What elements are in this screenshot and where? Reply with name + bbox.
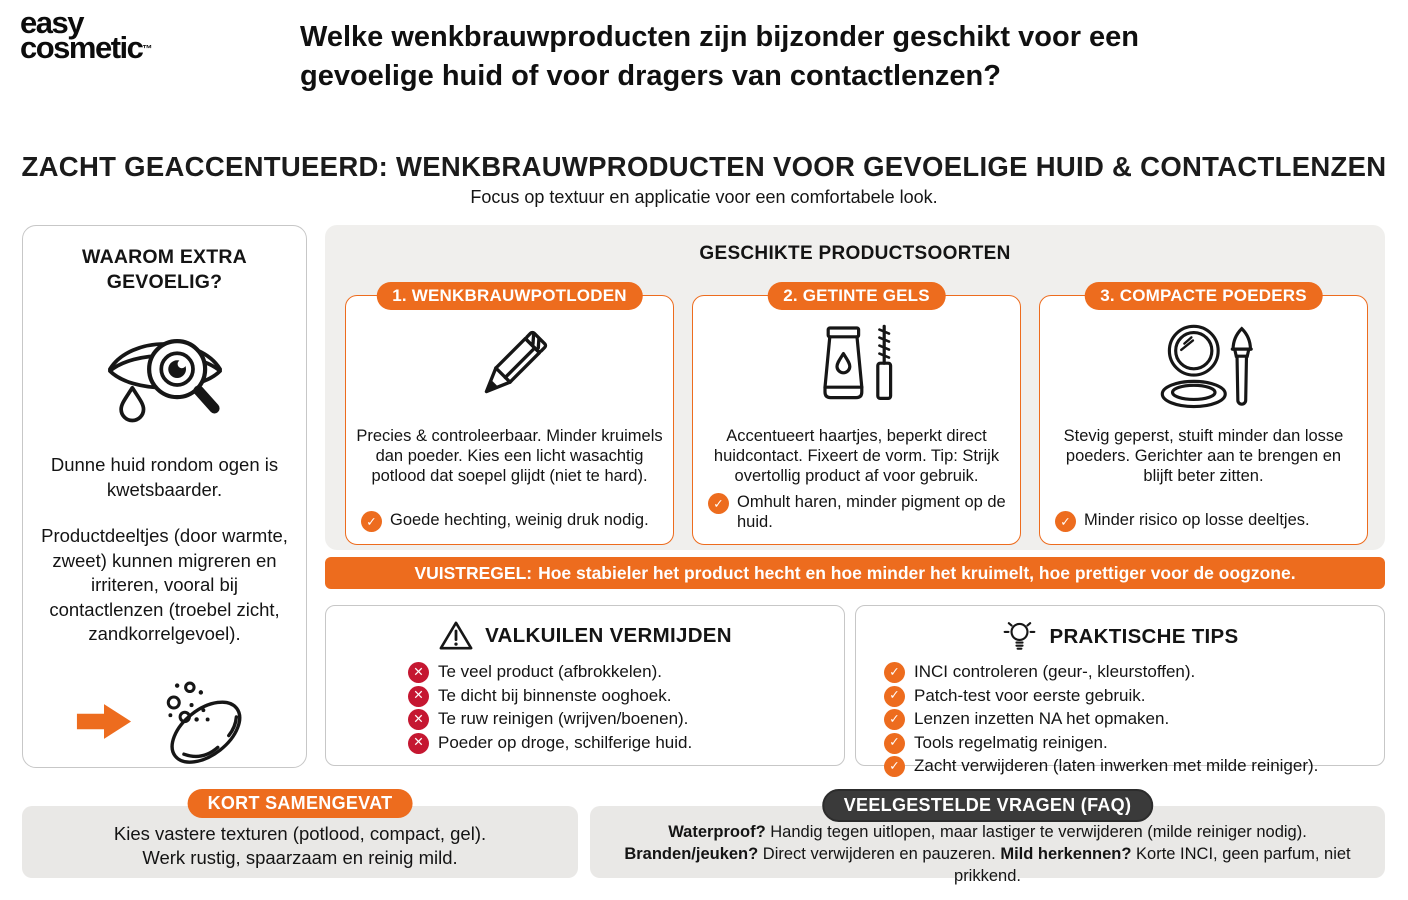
why-paragraph-2: Productdeeltjes (door warmte, zweet) kun…	[41, 525, 288, 644]
x-circle-icon: ✕	[408, 685, 429, 707]
pitfall-item: ✕ Te dicht bij binnenste ooghoek.	[408, 685, 844, 707]
faq-line2: Branden/jeuken? Direct verwijderen en pa…	[624, 845, 1351, 885]
tip-item: ✓ Lenzen inzetten NA het opmaken.	[884, 708, 1384, 730]
product-description-1: Precies & controleerbaar. Minder kruimel…	[356, 427, 663, 485]
warning-triangle-icon	[438, 619, 474, 652]
check-circle-icon: ✓	[884, 756, 905, 777]
check-circle-icon: ✓	[884, 685, 905, 707]
why-sensitive-card: WAAROM EXTRA GEVOELIG? Dunne huid rondom…	[22, 225, 307, 768]
tip-item: ✓ INCI controleren (geur-, kleurstoffen).	[884, 661, 1384, 683]
product-benefit-2: ✓ Omhult haren, minder pigment op de hui…	[693, 492, 1020, 544]
gel-tube-wand-icon	[693, 312, 1020, 424]
product-benefit-1: ✓ Goede hechting, weinig druk nodig.	[346, 510, 673, 544]
pitfall-item: ✕ Poeder op droge, schilferige huid.	[408, 732, 844, 754]
pitfalls-header: VALKUILEN VERMIJDEN	[326, 619, 844, 652]
product-badge-3: 3. COMPACTE POEDERS	[1084, 282, 1323, 310]
check-circle-icon: ✓	[884, 662, 905, 683]
contact-lens-particles-icon	[145, 671, 255, 773]
summary-text: Kies vastere texturen (potlood, compact,…	[113, 823, 487, 868]
rule-of-thumb-bar: VUISTREGEL: Hoe stabieler het product he…	[325, 557, 1385, 589]
product-badge-2: 2. GETINTE GELS	[767, 282, 946, 310]
suitable-products-panel: GESCHIKTE PRODUCTSOORTEN 1. WENKBRAUWPOT…	[325, 225, 1385, 550]
tips-list: ✓ INCI controleren (geur-, kleurstoffen).…	[856, 661, 1384, 777]
practical-tips-card: PRAKTISCHE TIPS ✓ INCI controleren (geur-…	[855, 605, 1385, 777]
faq-badge: VEELGESTELDE VRAGEN (FAQ)	[821, 789, 1154, 822]
easycosmetic-logo: easy cosmetic™	[20, 5, 153, 65]
product-badge-1: 1. WENKBRAUWPOTLODEN	[376, 282, 643, 310]
tip-item: ✓ Zacht verwijderen (laten inwerken met m…	[884, 755, 1384, 777]
lens-migration-illustration	[23, 671, 306, 773]
tip-item: ✓ Tools regelmatig reinigen.	[884, 732, 1384, 754]
pencil-icon	[346, 312, 673, 424]
product-description-3: Stevig geperst, stuift minder dan losse …	[1063, 427, 1344, 485]
trademark-symbol: ™	[142, 44, 153, 55]
pitfalls-title: VALKUILEN VERMIJDEN	[485, 623, 732, 647]
faq-box: VEELGESTELDE VRAGEN (FAQ) Waterproof? Ha…	[590, 789, 1385, 885]
pitfall-item: ✕ Te veel product (afbrokkelen).	[408, 661, 844, 683]
eye-magnifier-teardrop-icon	[23, 305, 306, 437]
summary-badge: KORT SAMENGEVAT	[187, 789, 413, 818]
section-heading: ZACHT GEACCENTUEERD: WENKBRAUWPRODUCTEN …	[21, 151, 1387, 182]
x-circle-icon: ✕	[408, 709, 429, 730]
product-cards-row: 1. WENKBRAUWPOTLODEN Precies & contr	[345, 282, 1368, 545]
tips-title: PRAKTISCHE TIPS	[1049, 624, 1239, 648]
product-benefit-3: ✓ Minder risico op losse deeltjes.	[1040, 510, 1367, 544]
faq-text: Waterproof? Handig tegen uitlopen, maar …	[590, 806, 1385, 887]
x-circle-icon: ✕	[408, 662, 429, 683]
page-question-title: Welke wenkbrauwproducten zijn bijzonder …	[300, 18, 1260, 96]
tip-item: ✓ Patch-test voor eerste gebruik.	[884, 685, 1384, 707]
lightbulb-icon	[1001, 619, 1038, 654]
tips-header: PRAKTISCHE TIPS	[856, 619, 1384, 654]
product-card-powders: 3. COMPACTE POEDERS	[1039, 282, 1368, 545]
pitfall-item: ✕ Te ruw reinigen (wrijven/boenen).	[408, 708, 844, 730]
logo-line1: easy	[20, 5, 84, 40]
summary-box: KORT SAMENGEVAT Kies vastere texturen (p…	[22, 789, 578, 878]
rule-text: Hoe stabieler het product hecht en hoe m…	[538, 562, 1296, 583]
section-subheading: Focus op textuur en applicatie voor een …	[470, 187, 938, 207]
why-paragraph-1: Dunne huid rondom ogen is kwetsbaarder.	[50, 454, 279, 500]
x-circle-icon: ✕	[408, 732, 429, 754]
why-card-title: WAAROM EXTRA GEVOELIG?	[82, 246, 247, 293]
product-card-pencils: 1. WENKBRAUWPOTLODEN Precies & contr	[345, 282, 674, 545]
question-line1: Welke wenkbrauwproducten zijn bijzonder …	[300, 21, 1140, 53]
pitfalls-card: VALKUILEN VERMIJDEN ✕ Te veel product (af…	[325, 605, 845, 766]
arrow-right-icon	[75, 701, 133, 742]
rule-label: VUISTREGEL:	[414, 562, 533, 583]
question-line2: gevoelige huid of voor dragers van conta…	[300, 60, 1001, 92]
product-description-2: Accentueert haartjes, beperkt direct hui…	[713, 427, 1000, 485]
check-circle-icon: ✓	[1055, 511, 1076, 532]
check-circle-icon: ✓	[884, 709, 905, 730]
panel-title: GESCHIKTE PRODUCTSOORTEN	[699, 243, 1011, 264]
check-circle-icon: ✓	[708, 493, 729, 514]
check-circle-icon: ✓	[361, 511, 382, 532]
pitfalls-list: ✕ Te veel product (afbrokkelen). ✕ Te dich…	[326, 661, 844, 754]
compact-powder-brush-icon	[1040, 312, 1367, 424]
check-circle-icon: ✓	[884, 732, 905, 754]
faq-line1: Waterproof? Handig tegen uitlopen, maar …	[668, 823, 1307, 841]
product-card-gels: 2. GETINTE GELS Accen	[692, 282, 1021, 545]
logo-line2: cosmetic™	[20, 30, 153, 65]
